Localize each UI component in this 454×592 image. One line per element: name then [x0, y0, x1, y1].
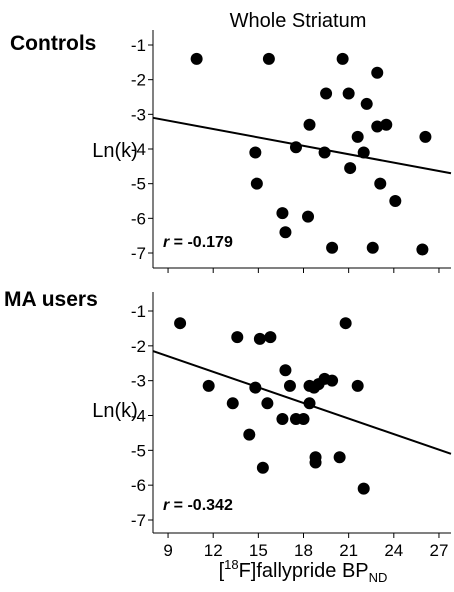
data-point: [318, 146, 331, 159]
data-point: [279, 364, 292, 377]
data-point: [336, 52, 349, 65]
data-point: [320, 87, 333, 100]
data-point: [326, 241, 339, 254]
data-point: [256, 461, 269, 474]
x-axis-label: [18F]fallypride BPND: [219, 557, 388, 585]
y-tick-label: -1: [131, 302, 146, 321]
y-axis-label: Ln(k): [92, 400, 138, 422]
data-point: [202, 379, 215, 392]
y-tick-label: -6: [131, 476, 146, 495]
data-point: [344, 162, 357, 175]
data-point: [357, 482, 370, 495]
data-point: [374, 177, 387, 190]
x-axis-label-mid: F]fallypride BP: [239, 560, 369, 582]
x-tick-label: 15: [249, 541, 268, 560]
chart-title: Whole Striatum: [230, 10, 367, 32]
y-tick-label: -5: [131, 175, 146, 194]
data-point: [351, 379, 364, 392]
correlation-label: r = -0.342: [163, 497, 233, 514]
x-axis-label-sub: ND: [369, 570, 388, 585]
data-point: [380, 118, 393, 131]
y-tick-label: -3: [131, 105, 146, 124]
y-tick-label: -5: [131, 441, 146, 460]
data-point: [326, 374, 339, 387]
x-axis-label-sup: 18: [224, 557, 238, 572]
panel-label-ma-users: MA users: [4, 288, 98, 311]
data-point: [357, 146, 370, 159]
data-point: [297, 412, 310, 425]
correlation-symbol: r: [163, 234, 170, 251]
data-point: [190, 52, 203, 65]
data-point: [174, 317, 187, 330]
data-point: [276, 412, 289, 425]
data-point: [253, 332, 266, 345]
data-point: [366, 241, 379, 254]
correlation-value: = -0.179: [169, 234, 233, 251]
y-tick-label: -7: [131, 511, 146, 530]
y-tick-label: -7: [131, 244, 146, 263]
correlation-label: r = -0.179: [163, 234, 233, 251]
data-point: [389, 195, 402, 207]
x-tick-label: 18: [294, 541, 313, 560]
data-point: [309, 456, 322, 469]
data-point: [360, 97, 373, 110]
data-point: [416, 243, 429, 256]
data-point: [303, 118, 316, 131]
y-tick-label: -2: [131, 71, 146, 90]
x-tick-label: 24: [384, 541, 403, 560]
data-point: [226, 397, 239, 410]
data-point: [371, 120, 384, 133]
data-point: [243, 428, 256, 441]
y-tick-label: -4: [131, 140, 146, 159]
data-point: [231, 331, 244, 344]
data-point: [249, 381, 262, 394]
x-tick-label: 27: [429, 541, 448, 560]
y-tick-label: -6: [131, 209, 146, 228]
data-point: [303, 397, 316, 410]
data-point: [371, 66, 384, 79]
data-point: [419, 130, 432, 143]
data-point: [276, 207, 289, 220]
data-point: [264, 331, 277, 344]
correlation-symbol: r: [163, 497, 170, 514]
data-point: [283, 379, 296, 392]
panel-ma-users: -1 -2 -3 -4 -5 -6 -7 9 12 15 18 21 24 27 Ln(k) r = -0.3…: [92, 292, 452, 560]
y-tick-label: -1: [131, 36, 146, 55]
y-tick-label: -4: [131, 407, 146, 426]
data-point: [342, 87, 355, 100]
data-point: [279, 226, 292, 239]
x-tick-label: 12: [204, 541, 223, 560]
data-point: [249, 146, 262, 159]
y-axis-label: Ln(k): [92, 140, 138, 162]
correlation-value: = -0.342: [169, 497, 233, 514]
data-point: [339, 317, 352, 330]
trendline: [152, 350, 452, 455]
trendline: [152, 116, 452, 175]
data-point: [261, 397, 274, 410]
data-point: [250, 177, 263, 190]
data-point: [333, 451, 346, 464]
x-axis-label-prefix: [: [219, 560, 225, 582]
y-tick-label: -2: [131, 337, 146, 356]
y-tick-label: -3: [131, 372, 146, 391]
data-point: [302, 210, 315, 223]
data-point: [351, 130, 364, 143]
data-point: [289, 141, 302, 154]
x-tick-label: 21: [339, 541, 358, 560]
x-tick-label: 9: [163, 541, 172, 560]
data-point: [262, 52, 275, 65]
panel-controls: -1 -2 -3 -4 -5 -6 -7 Ln(k) r = -0.179: [92, 30, 452, 273]
panel-label-controls: Controls: [10, 32, 96, 55]
